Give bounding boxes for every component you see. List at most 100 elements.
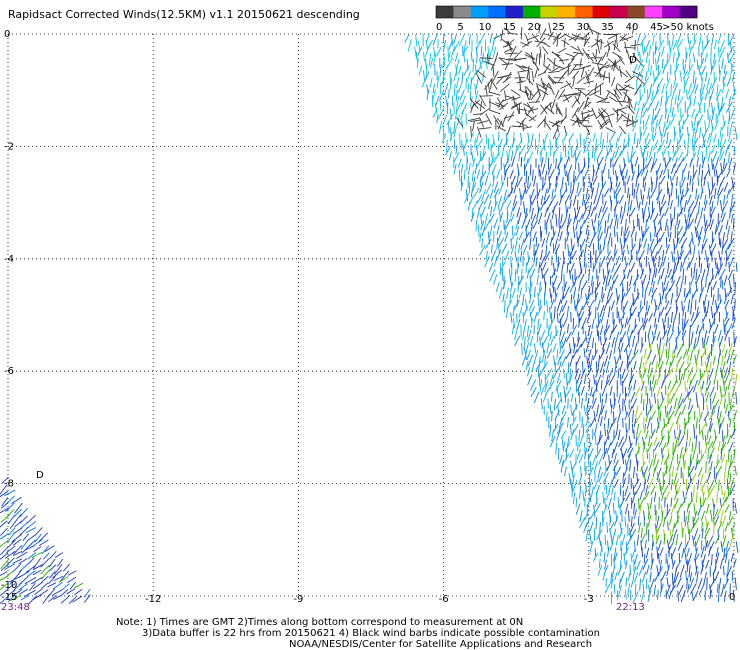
wind-barb: [730, 213, 734, 223]
y-tick-label: -6: [4, 366, 14, 377]
wind-barb: [564, 144, 567, 158]
wind-barb: [511, 175, 516, 185]
wind-barb: [624, 503, 629, 515]
wind-barb: [720, 541, 724, 553]
wind-barb: [626, 113, 630, 127]
wind-barb: [476, 156, 483, 167]
wind-barb: [666, 397, 671, 409]
wind-barb: [531, 195, 537, 206]
wind-barb: [733, 336, 737, 346]
wind-barb: [511, 324, 515, 335]
wind-barb: [529, 224, 533, 237]
wind-barb: [667, 448, 670, 460]
wind-barb: [593, 71, 605, 77]
time-label-left: 23:48: [1, 602, 30, 613]
wind-barb: [588, 306, 591, 317]
wind-barb: [20, 594, 30, 601]
wind-barb: [603, 466, 609, 477]
wind-barb: [460, 163, 464, 175]
wind-barb: [728, 342, 733, 355]
wind-barb: [691, 590, 694, 601]
wind-barb: [664, 508, 671, 520]
wind-barb: [723, 547, 726, 560]
wind-barb: [483, 194, 490, 205]
wind-barb: [735, 391, 738, 405]
wind-barb: [602, 491, 605, 504]
wind-barb: [519, 144, 526, 156]
wind-barb: [626, 324, 631, 336]
wind-barb: [556, 281, 562, 291]
wind-barb: [687, 82, 693, 95]
legend-label: 40: [626, 22, 639, 33]
wind-barb: [648, 59, 650, 72]
wind-barb: [703, 169, 710, 180]
wind-barb: [602, 368, 605, 378]
wind-barb: [718, 410, 722, 424]
wind-barb: [540, 330, 546, 341]
wind-barb: [498, 286, 503, 299]
wind-barb: [578, 435, 584, 448]
wind-barb: [543, 311, 545, 321]
wind-barb: [18, 558, 28, 565]
wind-barb: [677, 429, 682, 441]
legend-label: 20: [528, 22, 541, 33]
wind-barb: [635, 405, 639, 417]
wind-barb: [616, 114, 623, 123]
wind-barb: [672, 263, 676, 274]
wind-barb: [679, 373, 684, 387]
wind-barb: [613, 441, 619, 454]
x-tick-label: -12: [145, 594, 161, 605]
wind-barb: [675, 533, 679, 546]
wind-barb: [650, 485, 656, 496]
wind-barb: [475, 72, 483, 84]
wind-barb: [530, 133, 534, 147]
wind-barb: [726, 249, 733, 261]
wind-barb: [654, 317, 657, 328]
wind-barb: [466, 71, 471, 82]
wind-barb: [613, 491, 616, 501]
wind-barb: [532, 169, 534, 181]
wind-barb: [724, 144, 729, 156]
wind-barb: [549, 404, 552, 414]
wind-barb: [415, 34, 418, 47]
wind-barb: [661, 151, 665, 161]
wind-barb: [33, 546, 42, 553]
wind-barb: [724, 547, 731, 557]
wind-barb: [539, 169, 542, 180]
wind-barb: [621, 287, 624, 301]
wind-barb: [678, 398, 684, 409]
wind-barb: [686, 127, 689, 137]
wind-barb: [591, 386, 598, 397]
wind-barb: [583, 113, 596, 119]
wind-barb: [617, 564, 623, 576]
wind-barb: [702, 127, 709, 139]
wind-barb: [718, 102, 726, 115]
wind-barb: [439, 101, 442, 111]
wind-barb: [528, 263, 535, 273]
wind-barb: [463, 65, 470, 77]
wind-barb: [721, 515, 726, 526]
wind-barb: [672, 39, 678, 50]
wind-barb: [546, 300, 549, 313]
wind-barb: [475, 40, 481, 51]
wind-barb: [516, 318, 521, 331]
wind-barb: [686, 373, 690, 383]
wind-barb: [599, 120, 610, 130]
wind-barb: [520, 27, 523, 40]
wind-barb: [544, 116, 546, 128]
wind-barb: [696, 156, 699, 168]
wind-barb: [571, 117, 580, 127]
wind-barb: [591, 169, 595, 182]
wind-barb: [436, 47, 442, 57]
wind-barb: [661, 58, 664, 69]
wind-barb: [723, 398, 726, 409]
wind-barb: [661, 447, 663, 459]
wind-barb: [545, 244, 548, 258]
wind-barb: [625, 492, 631, 502]
wind-barb: [702, 553, 706, 565]
wind-barb: [711, 158, 714, 170]
wind-barb: [638, 496, 645, 509]
wind-barb: [524, 54, 535, 60]
wind-barb: [25, 545, 35, 551]
wind-barb: [560, 219, 567, 229]
